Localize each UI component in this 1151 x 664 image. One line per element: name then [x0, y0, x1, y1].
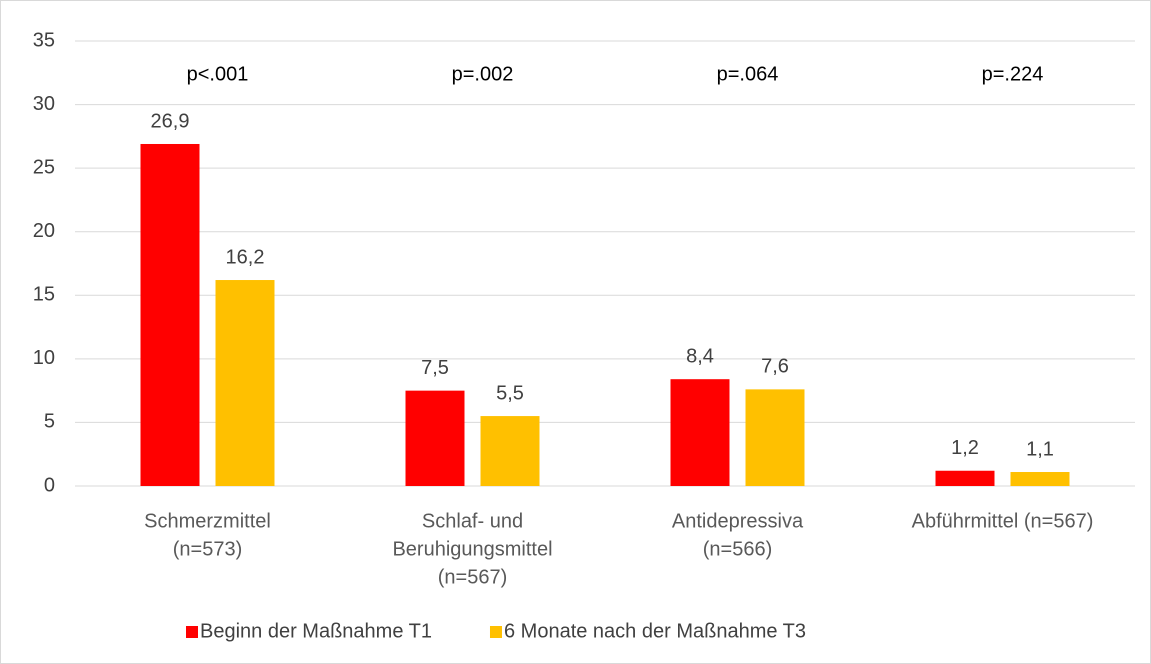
value-label: 7,5 — [421, 357, 449, 379]
annotation: p<.001 — [187, 63, 249, 85]
x-tick-label: (n=566) — [703, 538, 773, 560]
bar — [140, 143, 200, 486]
annotation: p=.064 — [717, 63, 779, 85]
bar — [745, 389, 805, 486]
annotation: p=.224 — [982, 63, 1044, 85]
x-tick-label: Antidepressiva — [672, 510, 804, 532]
x-tick-label: Abführmittel (n=567) — [912, 510, 1094, 532]
y-tick-label: 10 — [33, 347, 55, 369]
bar — [480, 416, 540, 486]
y-tick-label: 35 — [33, 29, 55, 51]
y-tick-label: 5 — [44, 411, 55, 433]
bar — [405, 390, 465, 486]
legend-swatch — [186, 626, 198, 638]
legend-swatch — [489, 626, 502, 638]
value-label: 1,2 — [951, 437, 979, 459]
value-label: 16,2 — [226, 246, 265, 268]
y-tick-label: 25 — [33, 156, 55, 178]
legend-label: 6 Monate nach der Maßnahme T3 — [504, 620, 806, 642]
annotation: p=.002 — [452, 63, 514, 85]
value-label: 5,5 — [496, 382, 524, 404]
x-tick-label: (n=567) — [438, 566, 508, 588]
value-label: 1,1 — [1026, 438, 1054, 460]
legend-label: Beginn der Maßnahme T1 — [200, 620, 432, 642]
bar — [1010, 472, 1070, 486]
y-tick-label: 20 — [33, 220, 55, 242]
x-tick-label: Beruhigungsmittel — [392, 538, 552, 560]
y-tick-label: 0 — [44, 474, 55, 496]
x-tick-label: (n=573) — [173, 538, 243, 560]
y-tick-label: 15 — [33, 284, 55, 306]
value-label: 8,4 — [686, 345, 714, 367]
value-label: 26,9 — [151, 110, 190, 132]
value-label: 7,6 — [761, 356, 789, 378]
x-tick-label: Schlaf- und — [422, 510, 523, 532]
bar — [935, 470, 995, 486]
x-tick-label: Schmerzmittel — [144, 510, 271, 532]
bar — [215, 280, 275, 486]
y-tick-label: 30 — [33, 93, 55, 115]
bar — [670, 379, 730, 486]
